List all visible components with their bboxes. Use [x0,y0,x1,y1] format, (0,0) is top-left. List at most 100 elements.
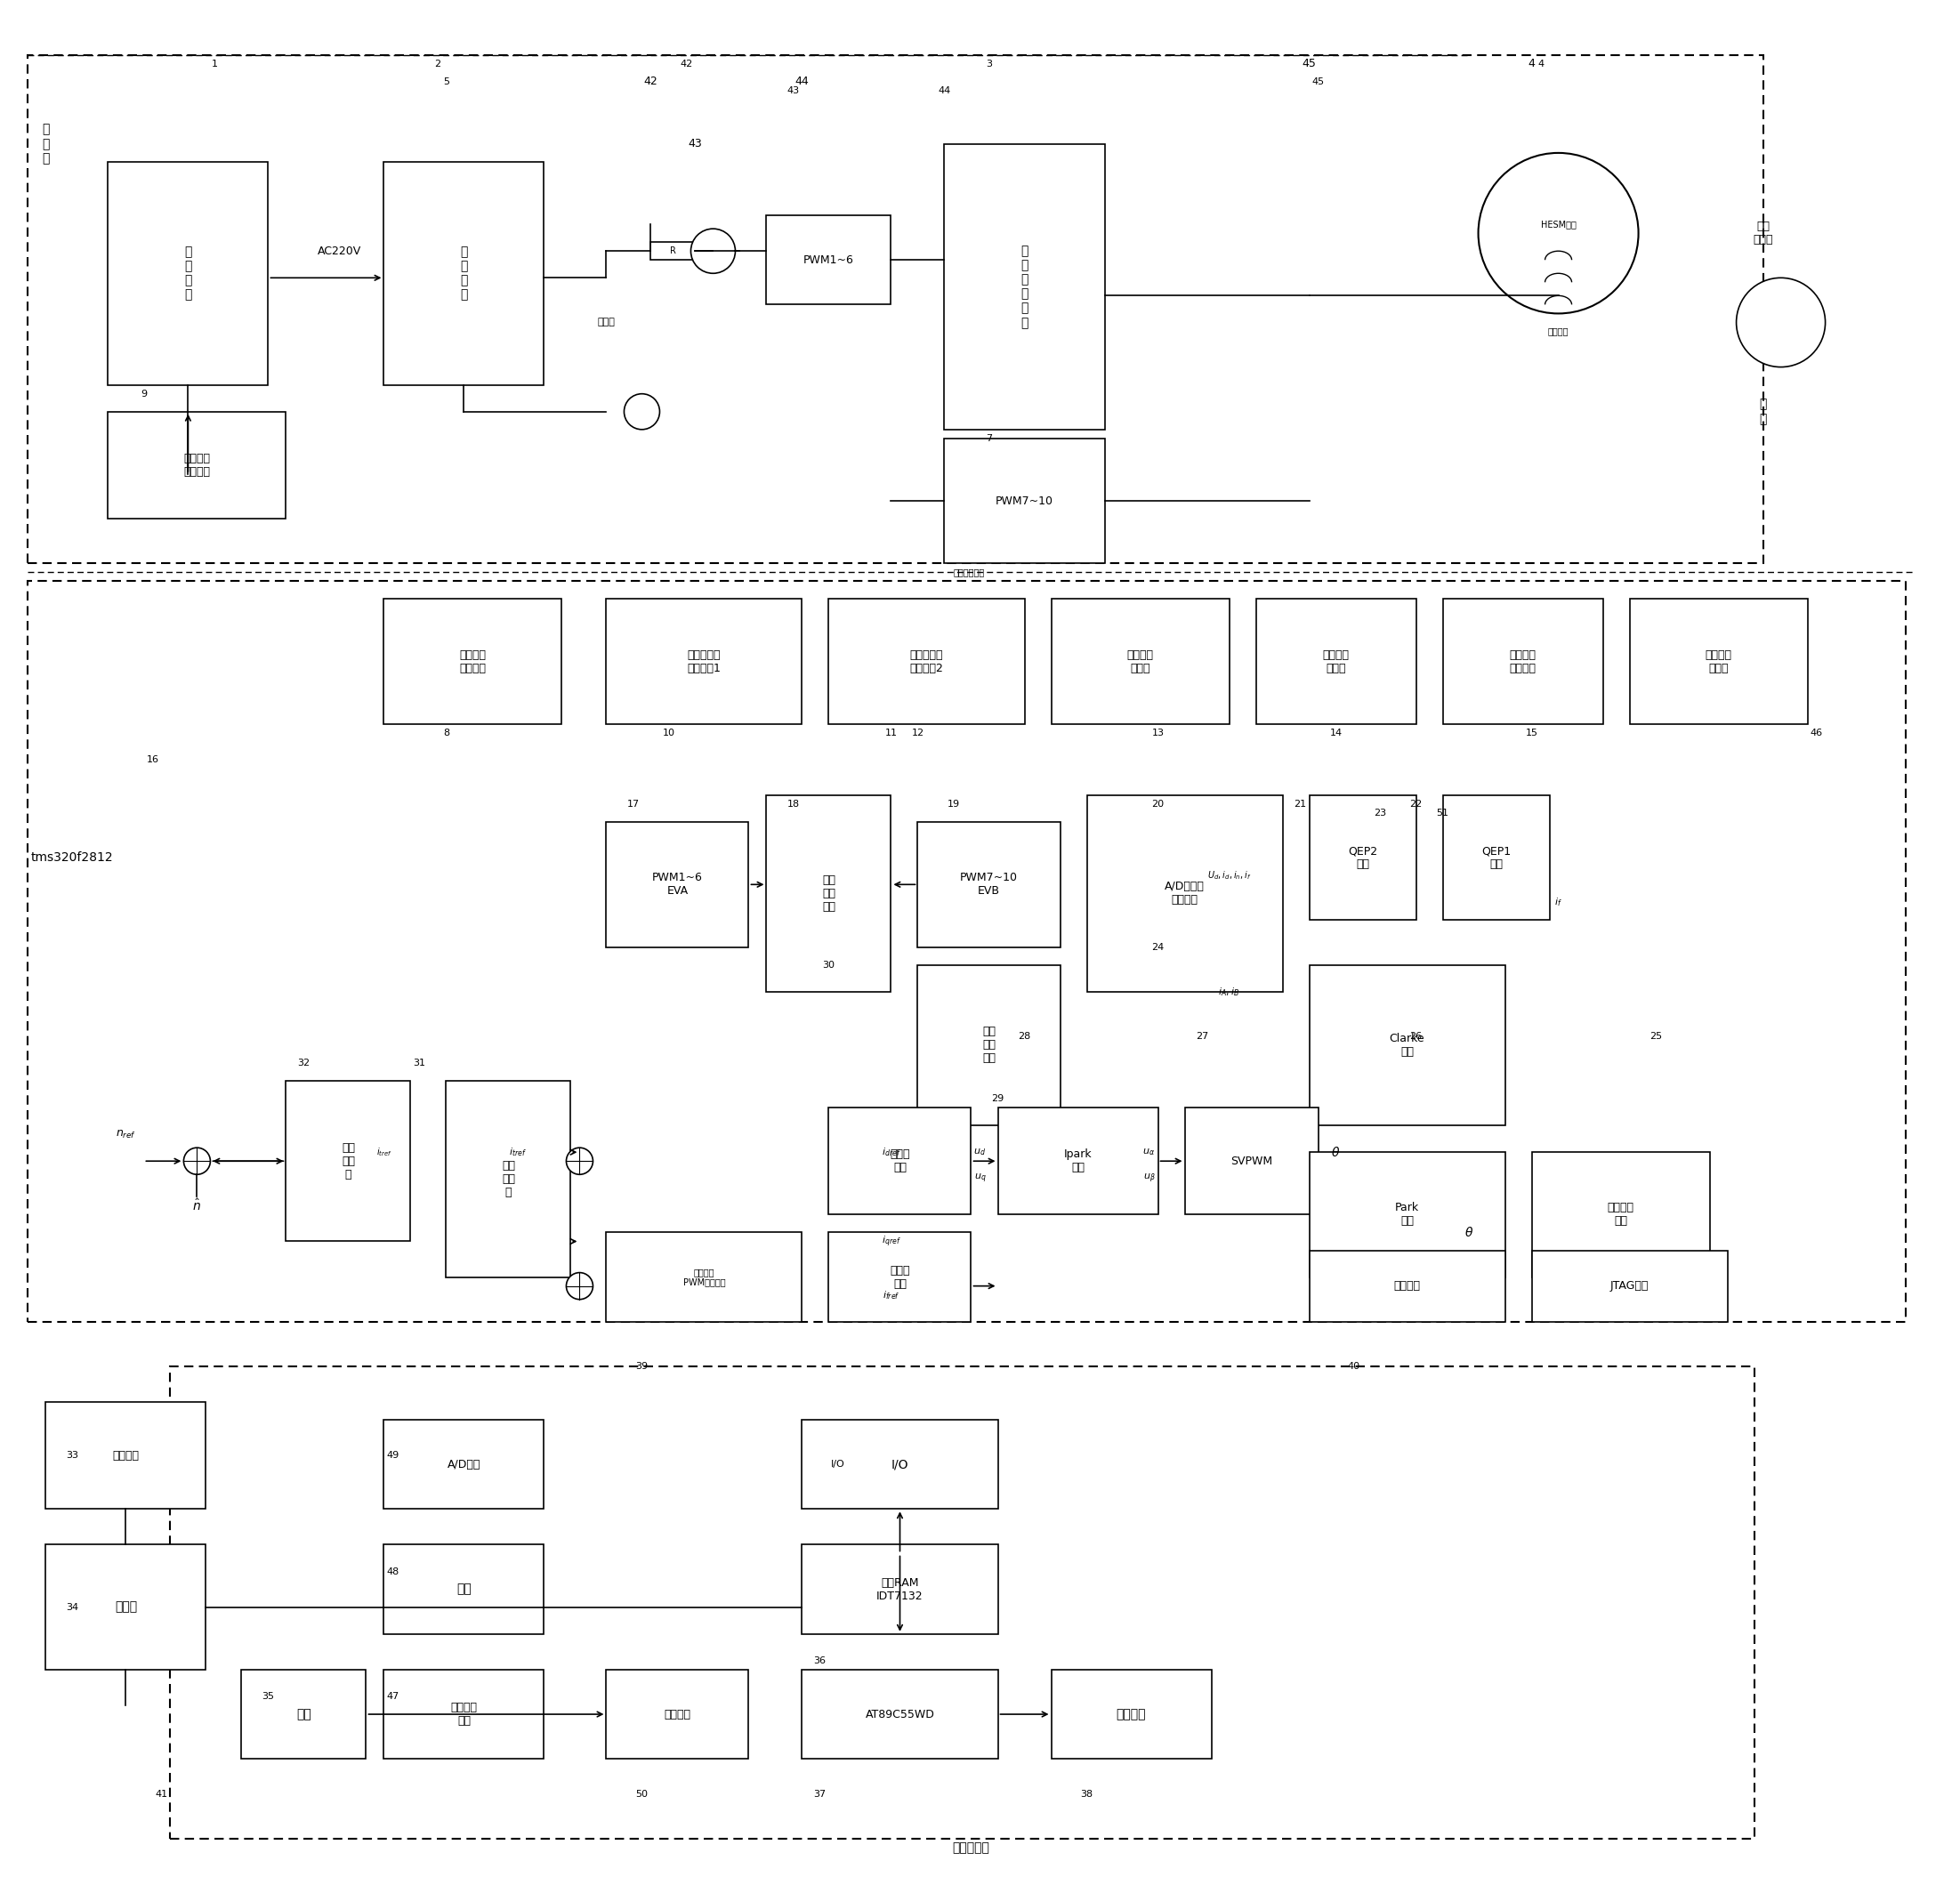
Text: 4: 4 [1537,58,1544,68]
Text: HESM电机: HESM电机 [1541,221,1576,228]
Text: $i_A, i_B$: $i_A, i_B$ [1219,986,1241,997]
FancyBboxPatch shape [384,1670,545,1759]
Text: 49: 49 [386,1451,400,1461]
FancyBboxPatch shape [108,162,269,385]
Text: 44: 44 [939,87,951,94]
Text: 17: 17 [627,799,639,809]
Text: 48: 48 [386,1566,400,1576]
Text: 24: 24 [1152,942,1164,952]
Text: 36: 36 [813,1657,825,1664]
Text: $U_d, i_d, i_n, i_f$: $U_d, i_d, i_n, i_f$ [1207,869,1250,882]
Circle shape [184,1148,210,1174]
Text: 1: 1 [212,58,218,68]
Text: R: R [670,247,676,256]
Text: $u_d$: $u_d$ [974,1146,986,1157]
Text: 29: 29 [992,1093,1004,1103]
Text: A/D转换及
校正模块: A/D转换及 校正模块 [1164,880,1205,907]
Text: 励磁电流
处理电路: 励磁电流 处理电路 [1509,648,1537,675]
Circle shape [566,1272,594,1299]
Text: SVPWM: SVPWM [1231,1156,1272,1167]
Text: 串口通信: 串口通信 [112,1450,139,1461]
Text: 电流
分配
器: 电流 分配 器 [502,1159,515,1199]
Text: A/D模块: A/D模块 [447,1459,480,1470]
Text: $i_{tref}$: $i_{tref}$ [376,1146,392,1157]
Text: $n_{ref}$: $n_{ref}$ [116,1129,135,1140]
Text: 主
电
路: 主 电 路 [41,123,49,164]
Circle shape [623,394,661,430]
Text: QEP2
单元: QEP2 单元 [1348,844,1378,871]
Text: 励磁驱动模块: 励磁驱动模块 [953,567,984,577]
Text: 11: 11 [884,728,898,737]
FancyBboxPatch shape [384,162,545,385]
Text: 45: 45 [1301,58,1317,70]
FancyBboxPatch shape [45,1402,206,1510]
FancyBboxPatch shape [384,1544,545,1634]
FancyBboxPatch shape [1309,1250,1505,1321]
Text: 控制与显示: 控制与显示 [953,1842,990,1855]
FancyBboxPatch shape [1309,965,1505,1125]
Text: 封锁
驱动
模块: 封锁 驱动 模块 [821,875,835,912]
Text: 显示模块: 显示模块 [1117,1708,1147,1721]
Text: 30: 30 [823,959,835,969]
Text: I/O: I/O [831,1461,845,1468]
Text: $\theta$: $\theta$ [1464,1225,1474,1238]
FancyBboxPatch shape [447,1080,570,1276]
Text: 28: 28 [1017,1031,1031,1041]
Text: $i_{qref}$: $i_{qref}$ [882,1235,902,1248]
Text: $i_f$: $i_f$ [1554,895,1562,909]
Text: 20: 20 [1152,799,1164,809]
FancyBboxPatch shape [1629,599,1807,724]
Text: $\hat{n}$: $\hat{n}$ [192,1199,202,1214]
Text: $i_{dref}$: $i_{dref}$ [882,1146,902,1157]
FancyBboxPatch shape [384,599,563,724]
Text: 21: 21 [1294,799,1307,809]
FancyBboxPatch shape [606,599,802,724]
FancyBboxPatch shape [1309,1152,1505,1276]
FancyBboxPatch shape [1051,599,1229,724]
Text: 35: 35 [263,1693,274,1700]
Text: 51: 51 [1437,809,1448,818]
Text: 27: 27 [1196,1031,1209,1041]
FancyBboxPatch shape [45,1544,206,1670]
Text: PWM7~10: PWM7~10 [996,496,1053,507]
Text: 励磁线圈: 励磁线圈 [1548,326,1568,336]
Text: 19: 19 [947,799,960,809]
Text: 电流控
制器: 电流控 制器 [890,1265,909,1289]
FancyBboxPatch shape [917,965,1060,1125]
Text: 50: 50 [635,1791,649,1798]
Text: 电流控
制器: 电流控 制器 [890,1148,909,1174]
Text: QEP1
单元: QEP1 单元 [1482,844,1511,871]
FancyBboxPatch shape [829,1233,970,1321]
Text: 2: 2 [433,58,441,68]
Text: 双口RAM
IDT7132: 双口RAM IDT7132 [876,1578,923,1602]
FancyBboxPatch shape [1256,599,1415,724]
Text: 33: 33 [67,1451,78,1461]
Text: 45: 45 [1311,77,1325,87]
Text: 光电
编码器: 光电 编码器 [1752,221,1774,245]
Text: 34: 34 [67,1602,78,1612]
Text: 8: 8 [443,728,449,737]
Text: 整
流
电
路: 整 流 电 路 [461,245,468,302]
FancyBboxPatch shape [651,241,696,260]
Text: 4: 4 [1529,58,1535,70]
Text: 3: 3 [986,58,992,68]
Text: $i_{tref}$: $i_{tref}$ [508,1146,525,1157]
Text: 继电器: 继电器 [598,319,615,326]
Text: 9: 9 [141,390,147,398]
Text: AC220V: AC220V [318,245,361,256]
FancyBboxPatch shape [606,1670,749,1759]
FancyBboxPatch shape [766,215,892,305]
Text: AT89C55WD: AT89C55WD [864,1708,935,1719]
Text: 43: 43 [688,138,702,149]
Text: 转子位置
计算: 转子位置 计算 [1607,1203,1635,1227]
FancyBboxPatch shape [802,1670,998,1759]
Circle shape [690,228,735,273]
Text: 23: 23 [1374,809,1386,818]
Text: 25: 25 [1650,1031,1662,1041]
Text: 12: 12 [911,728,923,737]
FancyBboxPatch shape [1086,795,1282,992]
Circle shape [1737,277,1825,368]
Text: 5: 5 [443,77,449,87]
Text: 44: 44 [796,75,809,87]
FancyBboxPatch shape [1443,795,1550,920]
